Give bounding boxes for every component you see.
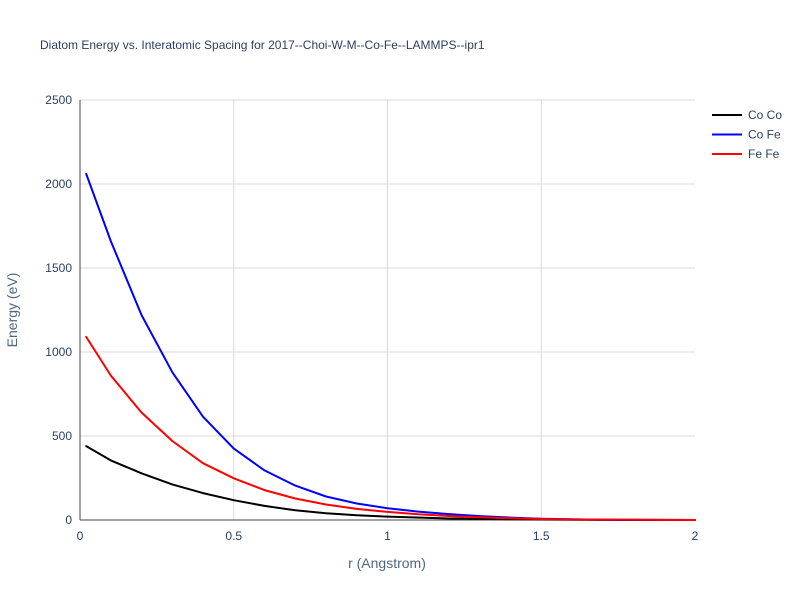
grid-layer [80, 99, 695, 520]
tick-layer: 0 500 1000 1500 2000 2500 0 0.5 1 1.5 2 [45, 93, 698, 543]
y-tick-label: 1000 [45, 345, 72, 359]
y-axis-title: Energy (eV) [4, 273, 20, 348]
series-line-fe-fe [85, 335, 696, 521]
y-tick-label: 0 [65, 513, 72, 527]
x-axis-title: r (Angstrom) [348, 555, 426, 571]
legend-label: Co Co [748, 108, 782, 122]
legend: Co Co Co Fe Fe Fe [712, 108, 782, 161]
chart-title: Diatom Energy vs. Interatomic Spacing fo… [40, 38, 485, 52]
y-tick-label: 2000 [45, 177, 72, 191]
x-tick-label: 1.5 [533, 529, 550, 543]
series-layer [85, 172, 696, 521]
y-tick-label: 2500 [45, 93, 72, 107]
x-tick-label: 2 [692, 529, 699, 543]
legend-label: Co Fe [748, 128, 781, 142]
series-line-co-fe [85, 172, 696, 521]
y-tick-label: 500 [52, 429, 72, 443]
y-tick-label: 1500 [45, 261, 72, 275]
x-tick-label: 1 [384, 529, 391, 543]
x-tick-label: 0 [77, 529, 84, 543]
x-tick-label: 0.5 [225, 529, 242, 543]
legend-label: Fe Fe [748, 147, 780, 161]
